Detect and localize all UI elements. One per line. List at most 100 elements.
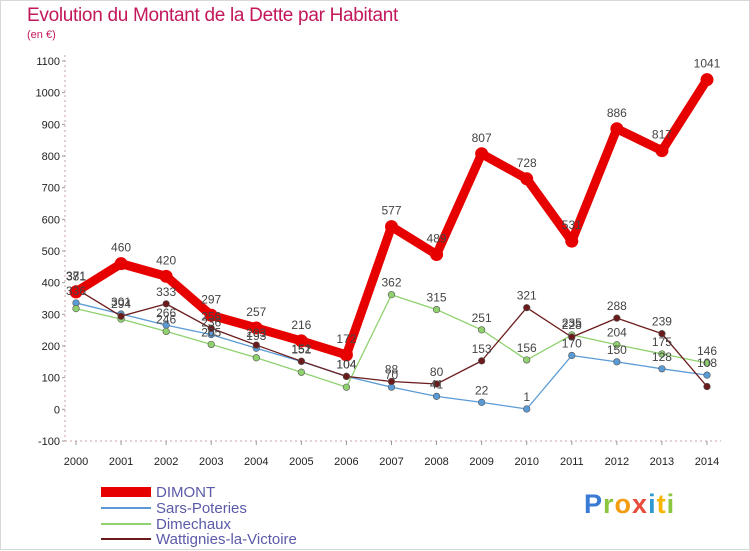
data-point [568, 351, 576, 360]
data-label: 175 [652, 335, 672, 349]
x-tick-label: 2002 [154, 456, 178, 468]
data-point [432, 392, 441, 400]
legend-label: DIMONT [156, 484, 215, 501]
data-point [342, 383, 351, 391]
x-tick-label: 2014 [695, 456, 719, 468]
x-tick-label: 2003 [199, 456, 223, 468]
data-label: 80 [430, 365, 444, 379]
data-point [162, 300, 170, 308]
data-point [207, 340, 215, 349]
data-point [207, 324, 215, 332]
chart-title: Evolution du Montant de la Dette par Hab… [27, 5, 398, 26]
logo-letter: o [614, 489, 633, 519]
logo-letter: i [666, 489, 676, 519]
data-label: 266 [156, 306, 176, 320]
data-point [658, 350, 666, 358]
data-label: 886 [607, 106, 627, 120]
data-point [478, 357, 486, 365]
x-tick-label: 2004 [244, 456, 268, 468]
y-tick-label: 1100 [36, 56, 60, 68]
x-tick-label: 2013 [650, 456, 674, 468]
x-tick-label: 2008 [424, 456, 448, 468]
x-tick-label: 2006 [334, 456, 358, 468]
data-point [478, 326, 486, 334]
logo-letter: t [656, 489, 667, 519]
data-label: 297 [201, 292, 221, 306]
data-label: 146 [697, 344, 717, 358]
data-label: 104 [336, 357, 356, 371]
data-point [430, 247, 444, 261]
data-label: 381 [66, 270, 86, 284]
data-label: 235 [562, 316, 582, 330]
data-label: 420 [156, 253, 176, 267]
data-point [385, 220, 398, 234]
logo-letter: r [603, 489, 615, 519]
data-label: 88 [385, 362, 399, 376]
y-tick-label: 800 [42, 151, 60, 163]
y-tick-label: 600 [42, 214, 60, 226]
data-point [294, 334, 308, 348]
data-point [700, 73, 714, 87]
data-label: 1041 [694, 57, 721, 71]
y-tick-label: 1000 [36, 88, 60, 100]
data-label: 531 [562, 218, 582, 232]
data-label: 108 [697, 356, 717, 370]
data-label: 204 [607, 326, 627, 340]
data-label: 288 [607, 299, 627, 313]
data-label: 172 [336, 332, 356, 346]
y-tick-label: 0 [54, 404, 60, 416]
y-tick-label: 500 [42, 246, 60, 258]
y-tick-label: 900 [42, 119, 60, 131]
y-tick-label: 200 [42, 341, 60, 353]
legend-label: Wattignies-la-Victoire [156, 531, 297, 548]
data-point [478, 398, 486, 406]
logo-letter: i [648, 489, 657, 519]
x-tick-label: 2000 [64, 456, 88, 468]
data-label: 246 [156, 312, 176, 326]
data-label: 489 [427, 231, 447, 245]
data-point [610, 122, 624, 136]
data-label: 371 [66, 269, 86, 283]
data-point [703, 382, 711, 391]
data-point [387, 291, 396, 299]
legend-label: Sars-Poteries [156, 500, 247, 517]
data-point [297, 357, 305, 365]
y-tick-label: 400 [42, 278, 60, 290]
data-label: 104 [336, 357, 356, 371]
data-point [117, 312, 125, 320]
y-tick-label: 700 [42, 183, 60, 195]
data-label: 333 [156, 285, 176, 299]
data-label: 228 [562, 318, 582, 332]
data-point [613, 314, 621, 322]
data-label: 216 [291, 318, 311, 332]
data-label: 362 [381, 276, 401, 290]
data-label: 251 [472, 311, 492, 325]
data-point [655, 144, 669, 158]
proxiti-logo: Proxiti [584, 489, 675, 520]
data-point [387, 377, 396, 386]
data-point [69, 285, 83, 299]
data-point [339, 348, 353, 362]
data-label: 321 [517, 289, 537, 303]
data-point [703, 359, 711, 367]
data-label: 239 [652, 315, 672, 329]
y-tick-label: 100 [42, 373, 60, 385]
data-label: 150 [607, 343, 627, 357]
data-label: 203 [246, 326, 266, 340]
data-point [523, 405, 531, 413]
data-point [252, 354, 260, 362]
data-label: 128 [652, 350, 672, 364]
data-label: 257 [246, 305, 266, 319]
data-label: 170 [562, 337, 582, 351]
x-tick-label: 2005 [289, 456, 313, 468]
data-point [72, 305, 80, 313]
data-label: 153 [472, 342, 492, 356]
data-label: 193 [246, 329, 266, 343]
data-label: 315 [427, 291, 447, 305]
logo-letter: P [584, 489, 604, 519]
data-point [252, 341, 260, 349]
data-point [703, 371, 711, 379]
data-label: 156 [517, 341, 537, 355]
data-label: 577 [381, 204, 401, 218]
